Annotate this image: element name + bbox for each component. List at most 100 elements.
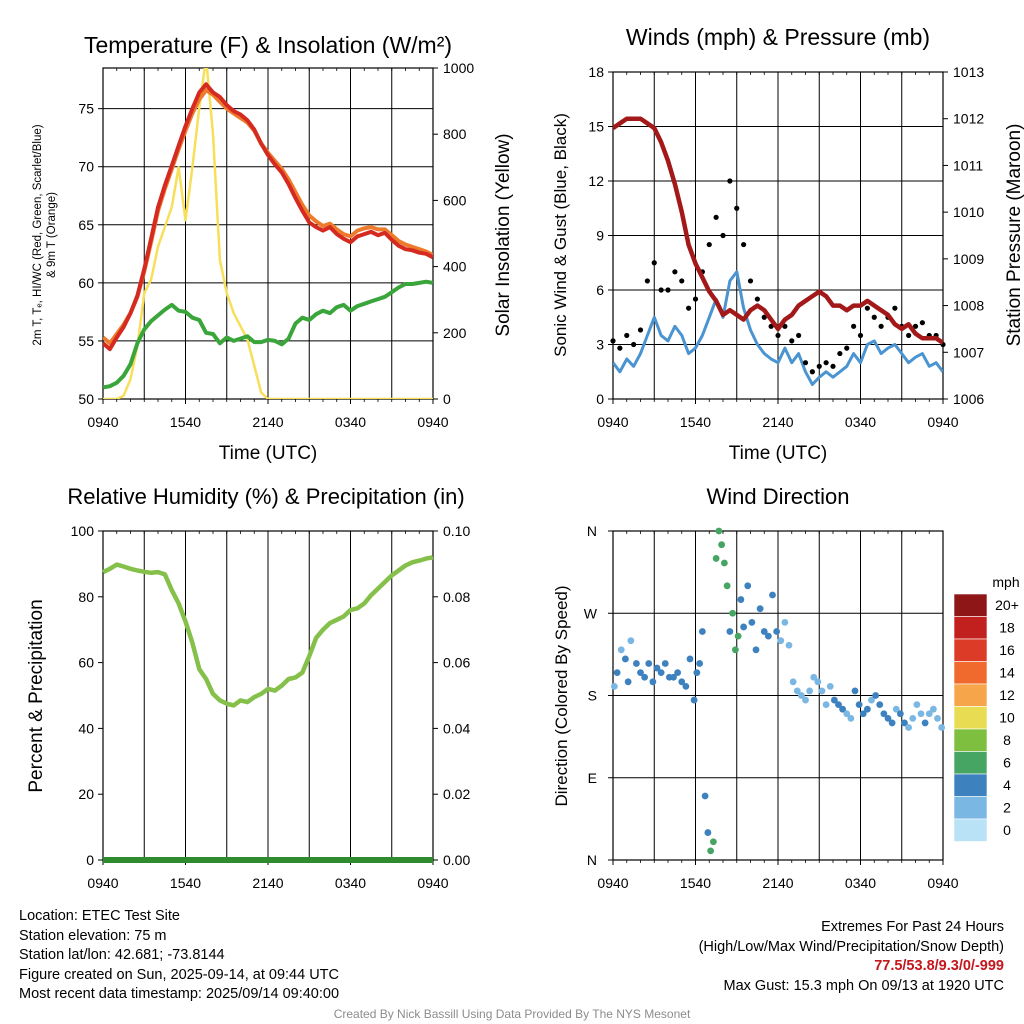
humidity-x-axis: 0940 1540 2140 0340 0940 [87,531,449,891]
y-right-tick-label: 0.06 [443,655,470,671]
y-right-tick-label: 0 [443,391,451,407]
direction-point [913,701,921,709]
direction-point [649,678,657,686]
x-tick-label: 1540 [680,414,711,430]
direction-point [826,682,834,690]
direction-point [704,829,712,836]
gust-point [878,323,884,329]
legend-label: 16 [999,642,1015,658]
station-elevation: Station elevation: 75 m [19,927,167,944]
y-right-tick-label: 200 [443,325,467,341]
y-right-tick-label: 1013 [953,64,984,80]
direction-point [830,696,838,704]
direction-point [929,705,937,713]
direction-point [764,632,772,640]
legend-swatch [953,593,988,617]
temperature-y-axis-left: 50 55 60 65 70 75 [78,101,103,407]
direction-point [645,660,653,667]
legend-label: 14 [999,665,1015,681]
y-left-tick-label: 60 [78,275,94,291]
direction-point [613,669,621,677]
gust-point [844,345,850,351]
direction-tick-label: W [584,605,598,621]
direction-point [726,628,734,635]
y-left-tick-label: 60 [78,655,94,671]
direction-point [744,582,752,590]
direction-point [938,724,946,731]
extremes-info: Extremes For Past 24 Hours (High/Low/Max… [699,918,1004,996]
direction-point [737,596,745,603]
x-tick-label: 0940 [927,875,958,891]
direction-point [901,719,908,727]
y-left-tick-label: 18 [588,64,604,80]
direction-point [810,673,818,681]
legend-swatch [953,728,988,752]
x-tick-label: 2140 [762,875,793,891]
gust-point [830,363,836,369]
direction-point [715,527,723,535]
legend-swatch [953,751,988,775]
x-tick-label: 0940 [927,414,958,430]
gust-point [809,369,815,375]
direction-tick-label: N [587,852,597,868]
y-right-tick-label: 800 [443,126,467,142]
gust-point [851,323,857,329]
direction-point [888,719,896,727]
x-tick-label: 0940 [87,414,118,430]
gust-point [610,338,616,344]
gust-point [741,241,747,248]
station-pressure-line [613,116,943,345]
direction-point [748,618,756,626]
wind-panel: Winds (mph) & Pressure (mb) 0940 1540 2140… [551,24,1024,464]
gust-point [734,205,740,211]
direction-point [925,710,933,718]
y-left-tick-label: 0 [596,391,604,407]
gust-point [796,332,802,339]
direction-point [806,687,814,695]
direction-point [843,710,851,718]
direction-point [876,701,884,709]
direction-point [693,669,701,677]
y-left-tick-label: 9 [596,228,604,244]
gust-point [816,363,822,369]
direction-point [641,673,649,681]
y-right-tick-label: 1008 [953,298,984,314]
y-right-tick-label: 0.08 [443,589,470,605]
temp-2m-line [103,82,433,352]
direction-point [632,660,640,667]
humidity-series [102,555,434,863]
sonic-wind-line [613,270,943,386]
direction-point [880,710,888,718]
y-right-tick-label: 1006 [953,391,984,407]
credit-line: Created By Nick Bassill Using Data Provi… [333,1007,691,1021]
direction-point [789,678,797,686]
gust-point [644,278,650,284]
gust-point [837,350,843,357]
y-left-tick-label: 70 [78,159,94,175]
direction-point [896,710,904,718]
x-tick-label: 0940 [417,414,448,430]
gust-point [658,287,664,293]
direction-point [637,669,644,677]
direction-point [752,646,760,654]
direction-x-axis: 0940 1540 2140 0340 0940 [597,531,959,891]
x-tick-label: 0340 [335,875,366,891]
direction-point [760,628,768,635]
direction-point [696,660,704,667]
speed-legend: mph 20+ 18 16 14 12 10 8 6 4 2 0 [953,574,1020,842]
humidity-panel-title: Relative Humidity (%) & Precipitation (i… [67,484,464,509]
legend-label: 20+ [995,597,1019,613]
wind-panel-title: Winds (mph) & Pressure (mb) [626,24,930,50]
direction-point [621,655,629,663]
legend-swatch [953,796,988,820]
gust-point [823,360,829,366]
y-left-tick-label: 15 [588,119,604,135]
direction-point [718,541,726,549]
direction-series [610,527,946,855]
direction-point [793,687,801,695]
gust-point [747,278,754,284]
direction-point [934,714,941,722]
gust-point [775,332,781,339]
direction-point [707,847,715,855]
gust-point [631,341,637,348]
